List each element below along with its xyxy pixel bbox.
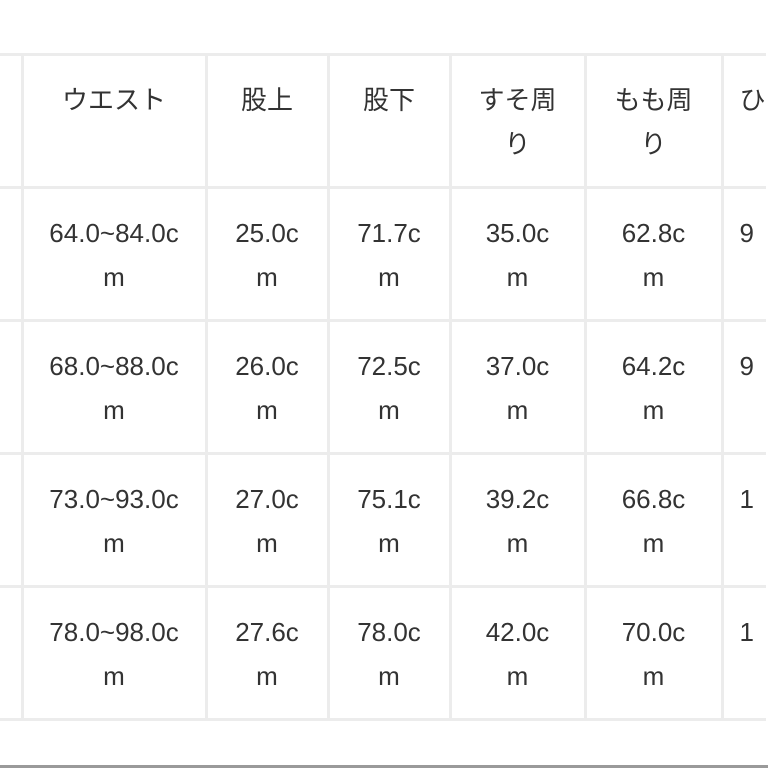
cell-size (0, 319, 24, 455)
divider (0, 765, 768, 768)
table-row: 64.0~84.0cm 25.0cm 71.7cm 35.0cm 62.8cm 9 (0, 186, 766, 322)
table-row: 78.0~98.0cm 27.6cm 78.0cm 42.0cm 70.0cm 1 (0, 585, 766, 721)
cell-thigh: 62.8cm (583, 186, 724, 322)
cell-inseam: 72.5cm (326, 319, 452, 455)
cell-rise: 27.0cm (204, 452, 330, 588)
cell-thigh: 64.2cm (583, 319, 724, 455)
header-inseam: 股下 (326, 53, 452, 189)
table-row: 68.0~88.0cm 26.0cm 72.5cm 37.0cm 64.2cm 9 (0, 319, 766, 455)
cell-waist: 73.0~93.0cm (20, 452, 208, 588)
cell-size (0, 186, 24, 322)
cell-hem: 35.0cm (448, 186, 587, 322)
header-row: ウエスト 股上 股下 すそ周り もも周りひ (0, 53, 766, 189)
cell-next: 1 (720, 585, 766, 721)
size-table: ウエスト 股上 股下 すそ周り もも周りひ 64.0~84.0cm 25.0cm 71.7c… (0, 53, 766, 721)
cell-rise: 26.0cm (204, 319, 330, 455)
cell-hem: 39.2cm (448, 452, 587, 588)
cell-rise: 27.6cm (204, 585, 330, 721)
cell-hem: 37.0cm (448, 319, 587, 455)
header-hem: すそ周り (448, 53, 587, 189)
cell-waist: 64.0~84.0cm (20, 186, 208, 322)
cell-thigh: 70.0cm (583, 585, 724, 721)
header-rise: 股上 (204, 53, 330, 189)
cell-hem: 42.0cm (448, 585, 587, 721)
cell-next: 9 (720, 186, 766, 322)
cell-next: 1 (720, 452, 766, 588)
cell-next: 9 (720, 319, 766, 455)
cell-waist: 78.0~98.0cm (20, 585, 208, 721)
header-waist: ウエスト (20, 53, 208, 189)
cell-waist: 68.0~88.0cm (20, 319, 208, 455)
cell-rise: 25.0cm (204, 186, 330, 322)
header-thigh: もも周り (583, 53, 724, 189)
header-next: ひ (720, 53, 766, 189)
cell-inseam: 78.0cm (326, 585, 452, 721)
cell-size (0, 452, 24, 588)
size-chart: ウエスト 股上 股下 すそ周り もも周りひ 64.0~84.0cm 25.0cm 71.7c… (0, 53, 766, 721)
cell-size (0, 585, 24, 721)
cell-inseam: 71.7cm (326, 186, 452, 322)
table-row: 73.0~93.0cm 27.0cm 75.1cm 39.2cm 66.8cm 1 (0, 452, 766, 588)
header-size (0, 53, 24, 189)
cell-thigh: 66.8cm (583, 452, 724, 588)
cell-inseam: 75.1cm (326, 452, 452, 588)
